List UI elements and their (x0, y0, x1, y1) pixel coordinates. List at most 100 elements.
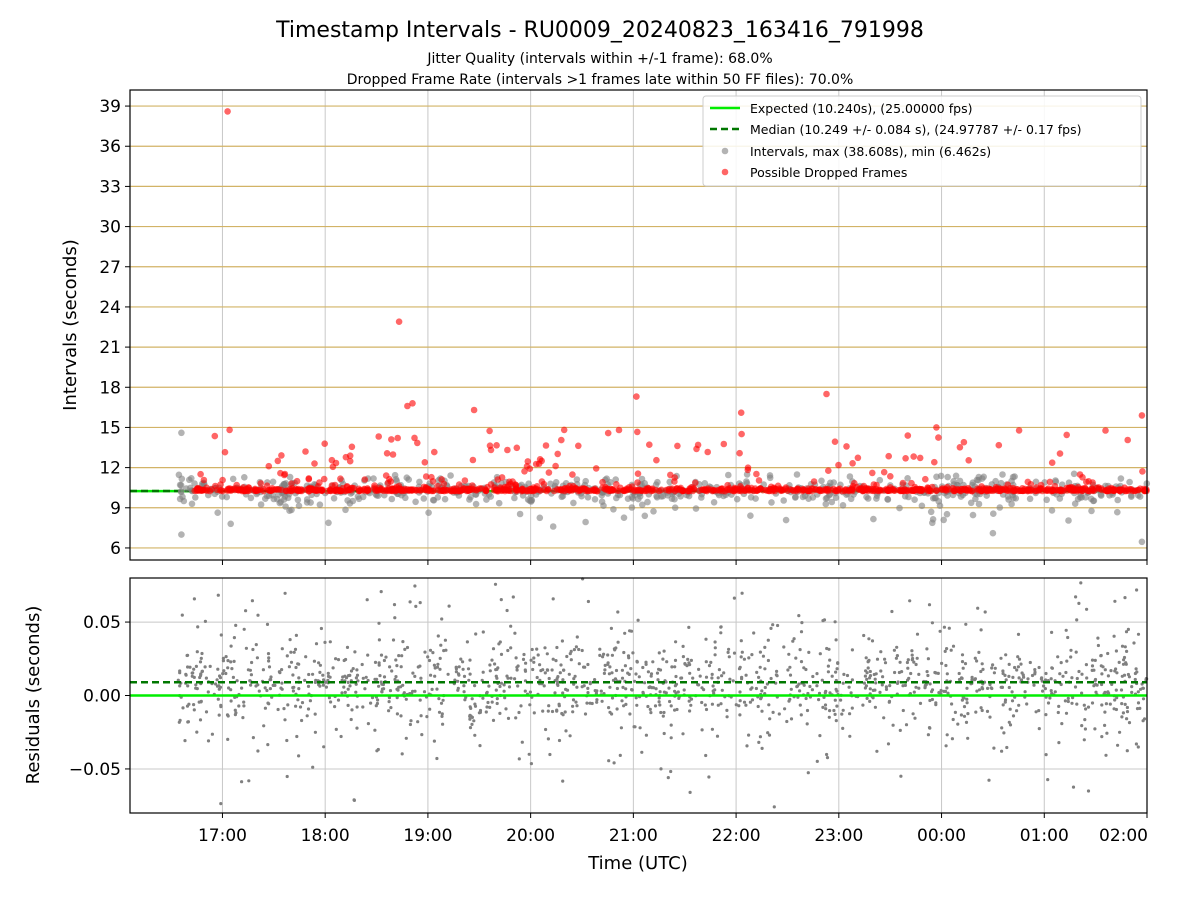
residual-point (542, 684, 546, 688)
residual-point (1010, 690, 1014, 694)
residual-point (192, 708, 196, 712)
dropped-frame-point (410, 486, 417, 493)
dropped-frame-point (592, 486, 599, 494)
residual-point (892, 648, 897, 652)
residual-point (747, 656, 751, 660)
residual-point (593, 678, 597, 682)
dropped-frame-point (233, 481, 240, 489)
residual-point (571, 698, 576, 702)
residual-point (1124, 661, 1128, 665)
dropped-frame-point (906, 486, 914, 494)
dropped-frame-point (756, 485, 764, 493)
interval-point (191, 480, 198, 487)
interval-point (698, 494, 705, 501)
residual-point (374, 704, 378, 708)
residual-point (509, 624, 513, 628)
residual-point (734, 703, 738, 707)
residual-point (654, 687, 658, 691)
residual-point (657, 651, 661, 655)
interval-point (294, 496, 302, 504)
dropped-frame-point (434, 482, 442, 490)
residual-point (241, 716, 245, 720)
residual-point (574, 700, 578, 704)
residual-point (818, 652, 822, 656)
residual-point (788, 673, 793, 677)
residual-point (491, 647, 496, 651)
residual-point (640, 750, 644, 754)
y-tick-label: 12 (99, 459, 121, 479)
residual-point (609, 626, 614, 631)
residual-point (561, 691, 565, 695)
residual-point (314, 642, 319, 646)
interval-point (558, 493, 565, 501)
residual-point (583, 712, 588, 716)
residual-point (657, 696, 661, 700)
residual-point (976, 606, 980, 610)
residual-point (938, 629, 942, 633)
residual-point (1079, 581, 1083, 585)
residual-point (895, 654, 900, 658)
residual-point (828, 709, 832, 713)
residual-point (644, 733, 649, 737)
residual-point (824, 689, 828, 694)
residual-point (1015, 709, 1019, 713)
residual-point (297, 676, 301, 680)
residual-point (1032, 683, 1036, 687)
residual-point (1060, 722, 1064, 726)
interval-point (1088, 507, 1095, 515)
residual-point (463, 698, 467, 702)
residual-point (725, 708, 729, 713)
residual-point (1096, 643, 1100, 648)
residual-point (1138, 706, 1142, 711)
residual-point (710, 727, 715, 731)
residual-point (387, 700, 391, 704)
residual-point (1074, 595, 1078, 599)
residual-point (1113, 698, 1117, 702)
residual-point (232, 659, 236, 664)
residual-point (1049, 689, 1053, 693)
dropped-frame-point (198, 487, 205, 494)
interval-point (957, 493, 965, 500)
residual-point (1044, 753, 1048, 757)
residual-point (1004, 678, 1008, 682)
residual-point (395, 664, 399, 668)
residual-point (204, 676, 208, 680)
interval-point (536, 514, 544, 522)
dropped-frame-point (808, 487, 816, 495)
interval-point (1114, 496, 1121, 504)
residual-point (646, 670, 651, 674)
residual-point (928, 698, 932, 703)
dropped-frame-point (395, 482, 403, 490)
residual-point (944, 744, 948, 748)
residual-point (1092, 684, 1096, 688)
residual-point (521, 657, 526, 662)
residual-point (834, 638, 838, 642)
residual-point (484, 710, 488, 714)
residual-point (465, 640, 469, 644)
dropped-frame-point (371, 482, 378, 489)
dropped-frame-point (1129, 487, 1136, 495)
time-x-axis: 17:00 18:00 19:00 20:00 21:00 22:00 23:00 00:00… (198, 813, 1148, 846)
residual-point (665, 660, 669, 664)
residual-point (394, 658, 398, 662)
residual-point (283, 718, 287, 722)
residual-point (317, 683, 321, 687)
residual-point (767, 733, 772, 737)
residual-point (224, 671, 228, 676)
residual-point (219, 802, 223, 806)
residual-point (823, 703, 828, 707)
residual-point (986, 686, 990, 691)
residual-point (254, 684, 258, 688)
residuals-reference-lines (130, 681, 1147, 697)
y-tick-label: 36 (99, 137, 121, 157)
residual-point (1142, 717, 1147, 721)
residual-point (461, 667, 465, 671)
residual-point (403, 647, 407, 652)
residual-point (514, 716, 518, 720)
residual-point (532, 656, 536, 660)
residual-point (485, 691, 489, 695)
dropped-frame-point (311, 460, 318, 467)
dropped-frame-point (738, 430, 745, 438)
residual-point (669, 769, 673, 774)
residual-point (478, 744, 482, 748)
